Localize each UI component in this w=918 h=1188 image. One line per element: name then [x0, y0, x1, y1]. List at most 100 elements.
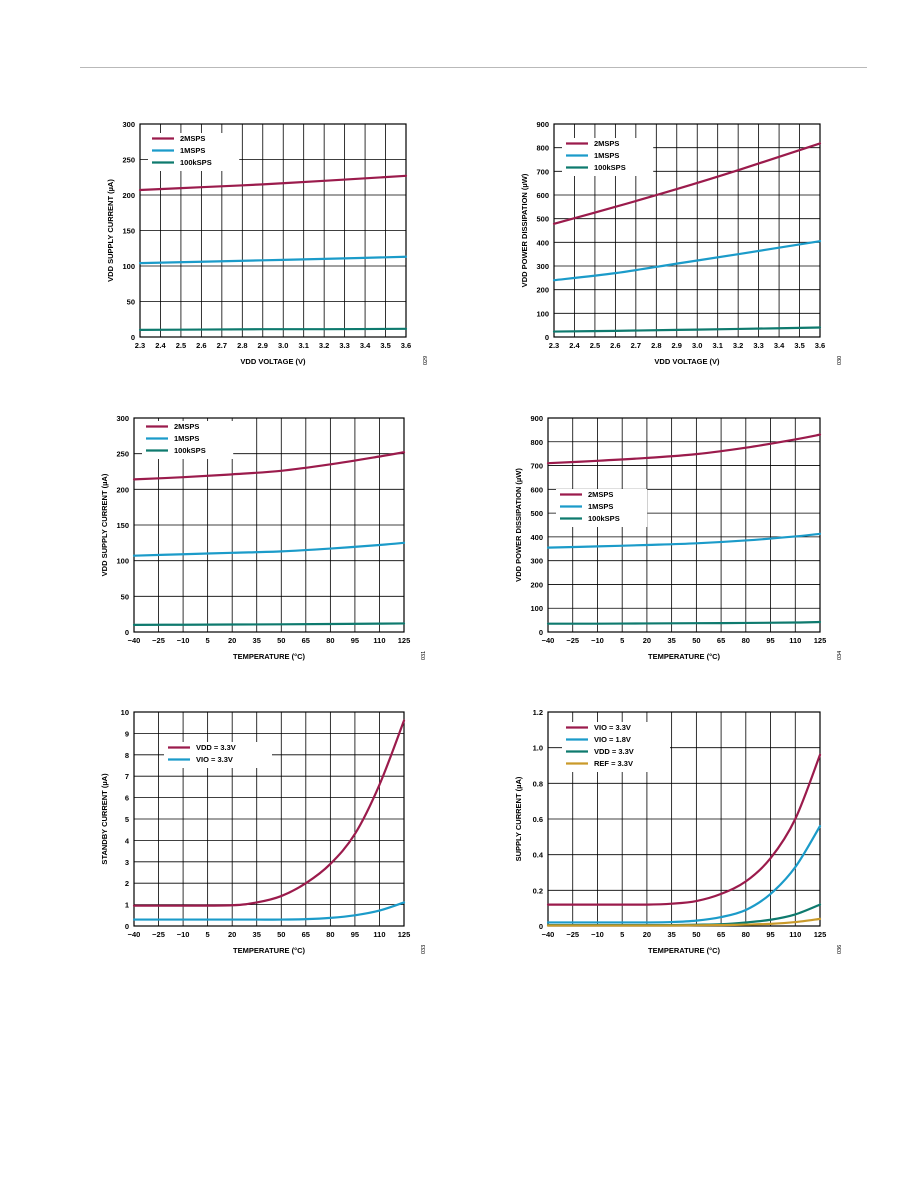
- c4-x-tick-label: 20: [643, 636, 651, 645]
- c6-x-tick-label: 125: [814, 930, 827, 939]
- c2-x-tick-label: 2.9: [672, 341, 682, 350]
- c5-y-tick-label: 0: [125, 922, 129, 931]
- c5-x-tick-label: 65: [302, 930, 310, 939]
- c6-x-tick-label: 35: [667, 930, 675, 939]
- c2-series-line: [552, 326, 822, 333]
- c3-x-tick-label: 5: [206, 636, 210, 645]
- c4-legend-label: 1MSPS: [588, 502, 613, 511]
- c3-series-line: [132, 541, 406, 557]
- c2-x-tick-label: 2.4: [569, 341, 580, 350]
- c5-plot-frame: [133, 711, 405, 927]
- c3-x-tick-label: 80: [326, 636, 334, 645]
- c1-legend-label: 100kSPS: [180, 158, 212, 167]
- c4-y-tick-label: 900: [530, 414, 543, 423]
- c5-x-tick-label: 35: [253, 930, 261, 939]
- c2-y-tick-label: 900: [536, 120, 549, 129]
- c1-y-tick-label: 100: [122, 262, 135, 271]
- c2-x-axis-label: VDD VOLTAGE (V): [654, 357, 720, 366]
- c1-legend-label: 1MSPS: [180, 146, 205, 155]
- c1-y-tick-label: 300: [122, 120, 135, 129]
- c4-x-tick-label: −10: [591, 636, 604, 645]
- c4-plot-frame: [547, 417, 821, 633]
- c1-y-tick-label: 250: [122, 156, 135, 165]
- c2-y-tick-label: 200: [536, 286, 549, 295]
- c6-x-tick-label: 20: [643, 930, 651, 939]
- c5-y-tick-label: 4: [125, 836, 130, 845]
- c1-x-tick-label: 2.6: [196, 341, 206, 350]
- c4-x-tick-label: −40: [542, 636, 555, 645]
- c3-y-axis-label: VDD SUPPLY CURRENT (µA): [100, 473, 109, 576]
- c6-y-tick-label: 1.0: [533, 744, 543, 753]
- c2-x-tick-label: 3.3: [753, 341, 763, 350]
- c6-y-tick-label: 0: [539, 922, 543, 931]
- c2-x-tick-label: 2.3: [549, 341, 559, 350]
- c5-x-axis-label: TEMPERATURE (°C): [233, 946, 306, 955]
- c4-y-tick-label: 600: [530, 485, 543, 494]
- c5-legend-box: [164, 742, 272, 768]
- c3-y-tick-label: 300: [116, 414, 129, 423]
- c4-y-tick-label: 300: [530, 557, 543, 566]
- c1-x-tick-label: 2.4: [155, 341, 166, 350]
- c4-x-tick-label: 35: [667, 636, 675, 645]
- c2-x-tick-label: 3.4: [774, 341, 785, 350]
- c4-y-tick-label: 500: [530, 509, 543, 518]
- c4-y-tick-label: 100: [530, 604, 543, 613]
- c1-x-tick-label: 2.9: [258, 341, 268, 350]
- c4-y-tick-label: 800: [530, 438, 543, 447]
- c2-x-tick-label: 3.2: [733, 341, 743, 350]
- c1-series-line: [138, 327, 408, 331]
- c1-series-line: [138, 174, 408, 192]
- c3-series-line: [132, 622, 406, 626]
- c6-x-tick-label: −10: [591, 930, 604, 939]
- c1-x-tick-label: 2.3: [135, 341, 145, 350]
- c2-y-tick-label: 0: [545, 333, 549, 342]
- c3-y-tick-label: 150: [116, 521, 129, 530]
- c2-x-tick-label: 2.6: [610, 341, 620, 350]
- c6-y-tick-label: 0.8: [533, 779, 543, 788]
- c3-plot-frame: [133, 417, 405, 633]
- c5-x-tick-label: 50: [277, 930, 285, 939]
- c5-x-tick-label: 5: [206, 930, 210, 939]
- c4-x-tick-label: 65: [717, 636, 725, 645]
- c1-x-tick-label: 2.8: [237, 341, 247, 350]
- c3-x-tick-label: 50: [277, 636, 285, 645]
- c1-x-axis-label: VDD VOLTAGE (V): [240, 357, 306, 366]
- c5-y-axis-label: STANDBY CURRENT (µA): [100, 773, 109, 865]
- c3-x-tick-label: 95: [351, 636, 359, 645]
- c4-series-line: [546, 620, 822, 625]
- c1-x-tick-label: 3.3: [339, 341, 349, 350]
- c4-legend-label: 2MSPS: [588, 490, 613, 499]
- c3-x-tick-label: 65: [302, 636, 310, 645]
- c4-x-tick-label: 80: [742, 636, 750, 645]
- c1-x-tick-label: 3.1: [298, 341, 308, 350]
- c3-legend-label: 2MSPS: [174, 422, 199, 431]
- c2-x-tick-label: 2.7: [631, 341, 641, 350]
- c3-x-tick-label: 35: [253, 636, 261, 645]
- c6-series-line: [546, 825, 822, 924]
- c2-x-tick-label: 3.0: [692, 341, 702, 350]
- c6-x-tick-label: 65: [717, 930, 725, 939]
- c3-x-tick-label: −40: [128, 636, 141, 645]
- c3-figure-code: 031: [421, 651, 427, 660]
- c6-legend-label: VDD = 3.3V: [594, 747, 634, 756]
- c3-y-tick-label: 250: [116, 450, 129, 459]
- c6-series-line: [546, 917, 822, 927]
- c5-y-tick-label: 1: [125, 901, 129, 910]
- c6-legend-label: VIO = 3.3V: [594, 723, 631, 732]
- c2-figure-code: 030: [837, 356, 843, 365]
- c6-series-line: [546, 753, 822, 906]
- c2-x-tick-label: 3.5: [794, 341, 804, 350]
- c4-x-tick-label: 5: [620, 636, 624, 645]
- c2-x-tick-label: 3.1: [712, 341, 722, 350]
- c3-x-axis-label: TEMPERATURE (°C): [233, 652, 306, 661]
- c4-legend-label: 100kSPS: [588, 514, 620, 523]
- c2-x-tick-label: 2.8: [651, 341, 661, 350]
- c2-series-line: [552, 142, 822, 225]
- c4-y-tick-label: 700: [530, 462, 543, 471]
- c1-plot-frame: [139, 123, 407, 338]
- c3-y-tick-label: 50: [121, 592, 129, 601]
- c5-y-tick-label: 6: [125, 794, 129, 803]
- c3-y-tick-label: 0: [125, 628, 129, 637]
- c2-plot-frame: [553, 123, 821, 338]
- c4-y-tick-label: 0: [539, 628, 543, 637]
